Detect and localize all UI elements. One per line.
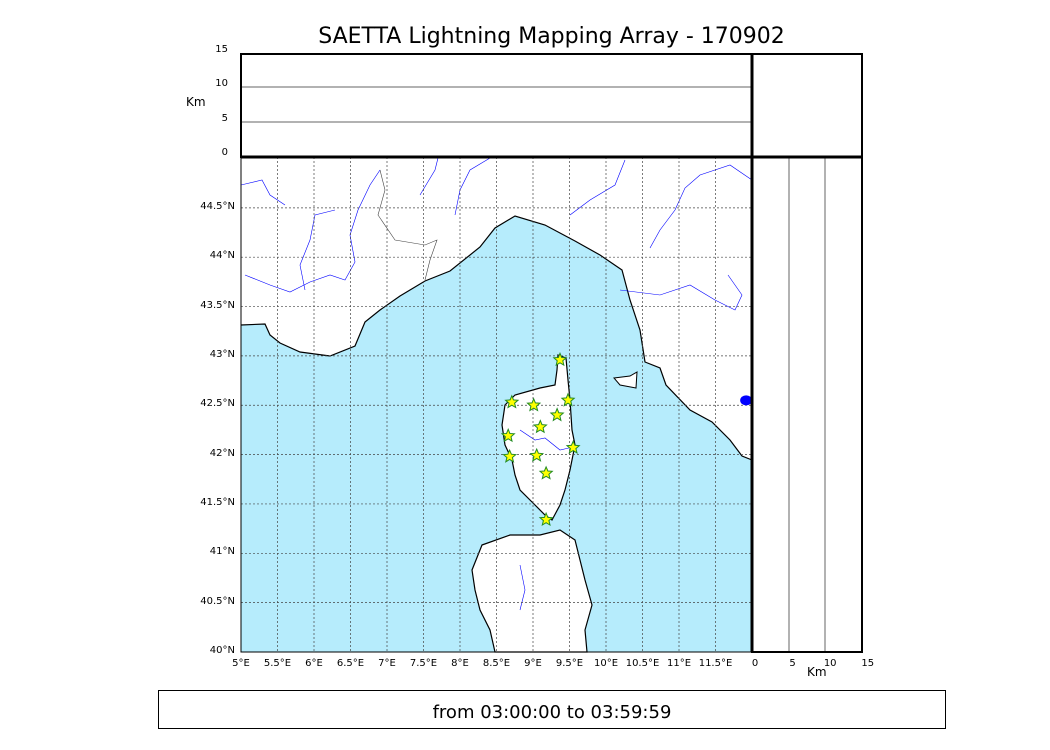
- top-panel-ylabel: Km: [186, 95, 206, 109]
- border-line: [377, 169, 438, 281]
- right-panel-tick-label: 0: [751, 658, 759, 669]
- sardinia: [471, 529, 593, 653]
- lon-tick-label: 5°E: [232, 658, 250, 669]
- top-panel-tick-label: 0: [221, 147, 228, 158]
- station-marker: [532, 419, 548, 434]
- station-marker: [549, 407, 565, 422]
- lat-tick-label: 41.5°N: [200, 496, 235, 508]
- station-marker: [502, 448, 518, 463]
- station-marker: [538, 465, 554, 480]
- right-panel-tick-label: 5: [789, 658, 796, 669]
- lon-tick-label: 10.5°E: [625, 658, 660, 669]
- lon-tick-label: 7°E: [378, 658, 396, 669]
- lon-tick-label: 8°E: [451, 658, 469, 669]
- lon-tick-label: 8.5°E: [482, 658, 511, 669]
- corsica: [501, 354, 576, 521]
- lat-tick-label: 40.5°N: [200, 595, 235, 607]
- lon-tick-label: 11.5°E: [698, 658, 733, 669]
- lon-tick-label: 6°E: [305, 658, 323, 669]
- right-panel-xlabel: Km: [807, 665, 827, 679]
- top-panel-tick-label: 10: [215, 78, 228, 90]
- top-panel-tick-label: 15: [215, 44, 228, 56]
- lat-tick-label: 42°N: [209, 447, 235, 459]
- time-range-label: from 03:00:00 to 03:59:59: [158, 690, 946, 729]
- mainland-coastline: [240, 215, 753, 461]
- right-panel-tick-label: 15: [861, 658, 875, 669]
- lat-tick-label: 44°N: [209, 250, 235, 262]
- station-marker: [526, 397, 542, 412]
- lon-tick-label: 9°E: [524, 658, 542, 669]
- lat-tick-label: 40°N: [209, 645, 235, 656]
- lon-tick-label: 7.5°E: [409, 658, 438, 669]
- station-marker: [565, 439, 581, 454]
- lightning-source-point: [740, 395, 753, 406]
- lat-tick-label: 41°N: [209, 546, 235, 558]
- elba-island: [613, 371, 638, 389]
- lon-tick-label: 10°E: [593, 658, 619, 669]
- rivers: [240, 157, 753, 611]
- lon-tick-label: 6.5°E: [336, 658, 365, 669]
- lon-tick-label: 5.5°E: [263, 658, 292, 669]
- altitude-panel-top: [240, 53, 753, 158]
- station-marker: [529, 447, 545, 462]
- station-marker: [504, 394, 520, 409]
- station-marker: [560, 392, 576, 407]
- top-panel-tick-label: 5: [221, 112, 228, 124]
- right-panel-tick-label: 10: [823, 658, 837, 669]
- lat-tick-label: 43°N: [209, 348, 235, 360]
- station-marker: [500, 427, 516, 443]
- lon-tick-label: 11°E: [666, 658, 692, 669]
- altitude-panel-right: [751, 53, 863, 653]
- chart-title: SAETTA Lightning Mapping Array - 170902: [318, 24, 785, 49]
- lat-tick-label: 44.5°N: [200, 200, 235, 212]
- station-marker: [538, 511, 554, 527]
- map-panel: [240, 156, 753, 653]
- lat-tick-label: 42.5°N: [200, 398, 235, 410]
- lon-tick-label: 9.5°E: [555, 658, 584, 669]
- lat-tick-label: 43.5°N: [200, 299, 235, 311]
- station-marker: [552, 351, 568, 367]
